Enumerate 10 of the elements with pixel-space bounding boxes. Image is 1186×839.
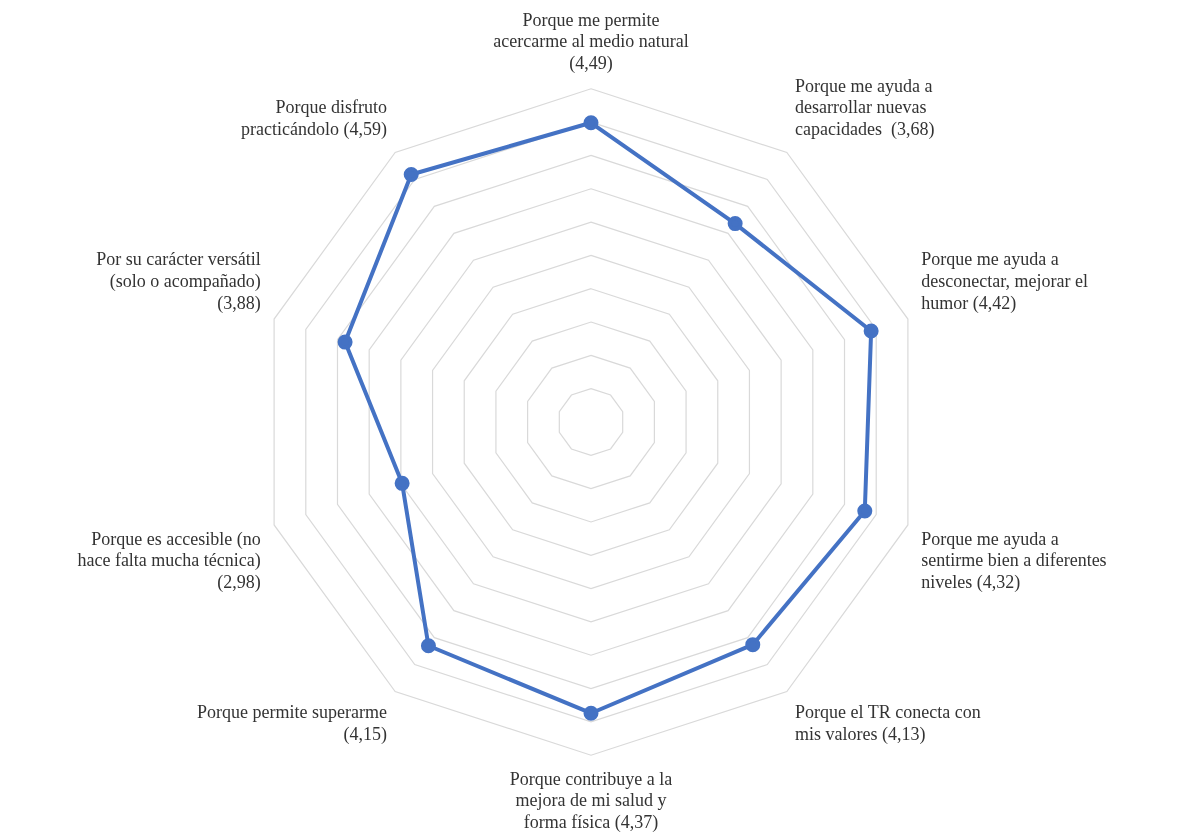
spoke-label: Porque me ayuda a sentirme bien a diferentes niveles (4,32) [921, 528, 1107, 594]
spoke-label: Porque me permite acercarme al medio natural (4,49) [493, 9, 689, 74]
spoke-label: Porque me ayuda a desarrollar nuevas capacidades (3,68) [795, 75, 935, 141]
spoke-label: Porque contribuye a la mejora de mi salud y forma física (4,37) [509, 768, 673, 833]
spoke-label: Porque disfruto practicándolo (4,59) [240, 97, 387, 141]
spoke-label: Porque permite superarme (4,15) [196, 702, 387, 746]
spoke-label: Por su carácter versátil (solo o acompañado) (3,88) [96, 249, 261, 314]
spoke-label: Porque me ayuda a desconectar, mejorar el humor (4,42) [921, 249, 1088, 314]
spoke-label: Porque el TR conecta con mis valores (4,13) [795, 702, 981, 746]
spoke-label: Porque es accesible (no hace falta mucha técnica) (2,98) [77, 528, 261, 594]
